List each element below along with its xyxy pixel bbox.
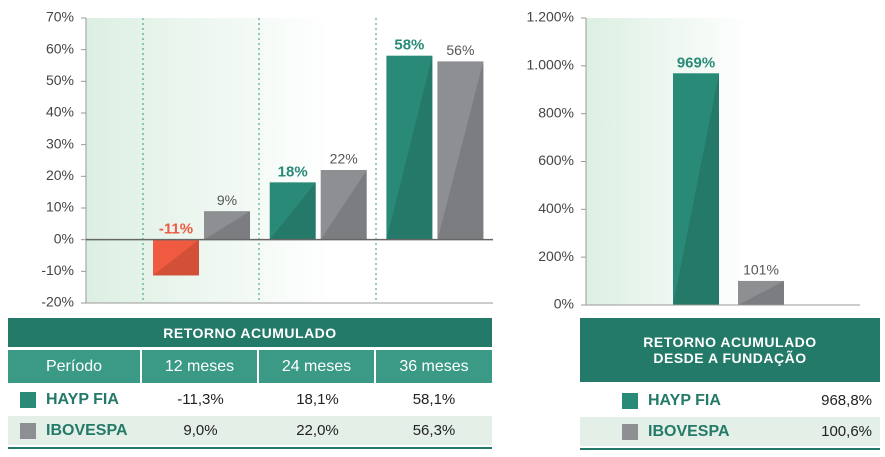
title-line: DESDE A FUNDAÇÃO — [653, 350, 807, 366]
table-header: Período — [8, 350, 142, 383]
table-rule — [8, 447, 492, 449]
bar-shade — [738, 280, 784, 305]
bar-shade — [386, 55, 433, 240]
table-cell: 968,8% — [821, 392, 872, 409]
y-tick-label: 60% — [46, 40, 74, 56]
bar — [320, 170, 367, 240]
bar — [738, 280, 784, 305]
swatch — [20, 391, 36, 408]
bar-shade — [437, 61, 484, 240]
value-label: 9% — [217, 192, 237, 208]
table-cell: 18,1% — [296, 391, 339, 408]
y-tick-label: -10% — [41, 262, 74, 278]
table-rule — [580, 448, 880, 450]
row-label-text: HAYP FIA — [46, 390, 119, 408]
bar-shade — [673, 73, 719, 305]
value-label: 969% — [677, 54, 715, 71]
y-tick-label: 10% — [46, 199, 74, 215]
plot-bg — [586, 18, 860, 305]
table-cell: 56,3% — [376, 416, 492, 445]
bar — [153, 239, 199, 276]
table-title: RETORNO ACUMULADO — [8, 318, 492, 347]
value-label: 18% — [278, 163, 308, 180]
swatch — [622, 392, 638, 409]
y-tick-label: 200% — [538, 248, 574, 264]
swatch — [622, 423, 638, 440]
bar — [204, 211, 250, 240]
table-cell: 22,0% — [259, 416, 376, 445]
y-tick-label: 600% — [538, 152, 574, 168]
y-tick-label: -20% — [41, 294, 74, 310]
bar-shade — [204, 211, 250, 240]
bar — [437, 61, 484, 240]
value-label: 56% — [446, 42, 474, 58]
bar — [269, 182, 316, 240]
y-tick-label: 1.200% — [527, 9, 574, 25]
bar-shade — [153, 239, 199, 276]
row-label: HAYP FIA — [8, 385, 142, 414]
y-tick-label: 1.000% — [527, 57, 574, 73]
row-label: IBOVESPA — [580, 417, 770, 446]
row-label-text: IBOVESPA — [648, 422, 730, 440]
table-header: 12 meses — [142, 350, 259, 383]
y-tick-label: 400% — [538, 200, 574, 216]
row-label: HAYP FIA — [580, 386, 770, 415]
bar — [673, 73, 719, 305]
value-label: -11% — [159, 221, 193, 238]
y-tick-label: 70% — [46, 9, 74, 25]
y-tick-label: 50% — [46, 72, 74, 88]
title-line: RETORNO ACUMULADO — [643, 334, 817, 350]
row-label-text: HAYP FIA — [648, 391, 721, 409]
y-tick-label: 40% — [46, 104, 74, 120]
table-header: 36 meses — [376, 350, 492, 383]
bar-shade — [320, 170, 367, 240]
bar — [386, 55, 433, 240]
y-tick-label: 0% — [554, 296, 574, 312]
row-label-text: IBOVESPA — [46, 421, 128, 439]
bar-shade — [269, 182, 316, 240]
table-title: RETORNO ACUMULADO DESDE A FUNDAÇÃO — [580, 318, 880, 382]
table-cell: 58,1% — [412, 391, 456, 408]
row-label: IBOVESPA — [8, 416, 142, 445]
y-tick-label: 30% — [46, 135, 74, 151]
value-label: 101% — [743, 262, 779, 278]
y-tick-label: 800% — [538, 104, 574, 120]
table-header: 24 meses — [259, 350, 376, 383]
swatch — [20, 422, 36, 439]
charts: -11% 18% 58% 9% 22% 56% -20% -10% 0% 10% 20% 30% 40%… — [41, 9, 860, 312]
value-label: 58% — [394, 37, 424, 54]
value-label: 22% — [330, 151, 358, 167]
y-tick-label: 20% — [46, 167, 74, 183]
table-cell: -11,3% — [177, 391, 224, 408]
y-tick-label: 0% — [54, 230, 74, 246]
table-cell: 9,0% — [142, 416, 259, 445]
table-cell: 100,6% — [770, 417, 880, 446]
